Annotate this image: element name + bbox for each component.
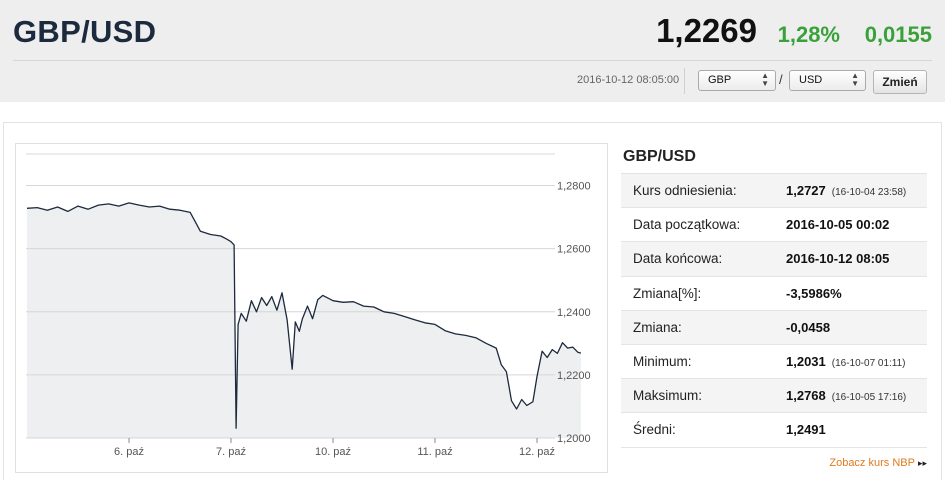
info-value: 1,2031 (16-10-07 01:11)	[786, 354, 906, 369]
change-button[interactable]: Zmień	[873, 70, 927, 94]
info-value-text: 1,2768	[786, 388, 826, 404]
info-note: (16-10-04 23:58)	[831, 187, 907, 198]
double-arrow-icon: ▸▸	[917, 458, 927, 468]
series-area-fill	[27, 202, 581, 438]
info-value: 2016-10-12 08:05	[786, 251, 889, 266]
info-value: 1,2768 (16-10-05 17:16)	[786, 388, 906, 403]
current-rate: 1,2269	[656, 12, 757, 49]
nbp-rate-link[interactable]: Zobacz kurs NBP ▸▸	[829, 457, 927, 469]
pair-title: GBP/USD	[13, 14, 157, 49]
quote-header: GBP/USD 1,2269 1,28% 0,0155 2016-10-12 0…	[0, 0, 945, 102]
y-tick-label: 1,2600	[557, 244, 591, 256]
info-value: -3,5986%	[786, 286, 842, 301]
info-label: Zmiana:	[633, 319, 682, 335]
x-tick-label: 12. paź	[519, 446, 555, 458]
info-row: Maksimum: 1,2768 (16-10-05 17:16)	[621, 379, 927, 414]
info-label: Data końcowa:	[633, 251, 723, 267]
info-label: Data początkowa:	[633, 217, 741, 233]
info-value: 1,2727 (16-10-04 23:58)	[786, 183, 906, 198]
header-divider	[13, 60, 932, 61]
info-row: Minimum: 1,2031 (16-10-07 01:11)	[621, 345, 927, 380]
info-note: (16-10-05 17:16)	[831, 392, 907, 404]
change-percent: 1,28%	[777, 22, 840, 47]
series-line	[26, 202, 582, 429]
info-label: Kurs odniesienia:	[633, 183, 737, 198]
info-row: Średni: 1,2491	[621, 413, 927, 448]
rate-chart: 1,2800 1,2600 1,2400 1,2200 1,2000 6. paź 7. p…	[15, 143, 608, 473]
info-value-text: 1,2727	[786, 183, 826, 198]
y-tick-label: 1,2200	[557, 370, 591, 382]
info-value-text: 2016-10-12 08:05	[786, 251, 890, 267]
info-row: Zmiana: -0,0458	[621, 310, 927, 345]
info-row: Data początkowa: 2016-10-05 00:02	[621, 208, 927, 243]
info-note: (16-10-07 01:11)	[831, 357, 906, 369]
change-value: 0,0155	[864, 22, 932, 47]
y-tick-label: 1,2400	[557, 307, 591, 319]
info-table: Kurs odniesienia: 1,2727 (16-10-04 23:58)…	[621, 173, 927, 448]
info-value: 2016-10-05 00:02	[786, 217, 889, 232]
quote-timestamp: 2016-10-12 08:05:00	[577, 74, 680, 86]
select-arrows-icon: ▲ ▼	[851, 71, 859, 88]
toolbar-separator	[684, 68, 685, 94]
select-arrows-icon: ▲ ▼	[761, 71, 769, 88]
nbp-link-text: Zobacz kurs NBP	[829, 457, 915, 469]
info-value: -0,0458	[786, 320, 830, 335]
to-currency-select[interactable]: USD ▲ ▼	[789, 70, 866, 91]
currency-slash: /	[779, 72, 783, 87]
info-row: Zmiana[%]: -3,5986%	[621, 277, 927, 311]
info-value-text: -0,0458	[786, 319, 831, 335]
info-row: Data końcowa: 2016-10-12 08:05	[621, 242, 927, 277]
x-tick-label: 11. paź	[417, 446, 452, 458]
info-label: Zmiana[%]:	[633, 285, 702, 301]
x-tick-label: 10. paź	[315, 446, 351, 458]
info-label: Maksimum:	[633, 388, 703, 404]
y-tick-label: 1,2000	[557, 433, 591, 445]
info-value-text: 2016-10-05 00:02	[786, 217, 890, 233]
info-title: GBP/USD	[623, 148, 696, 165]
info-value-text: -3,5986%	[786, 285, 842, 301]
info-value: 1,2491	[786, 422, 826, 437]
from-currency-value: GBP	[708, 74, 732, 86]
info-value-text: 1,2031	[786, 353, 826, 369]
info-value-text: 1,2491	[786, 422, 826, 438]
x-tick-label: 6. paź	[114, 446, 144, 458]
y-tick-label: 1,2800	[557, 181, 591, 193]
info-row: Kurs odniesienia: 1,2727 (16-10-04 23:58)	[621, 174, 927, 209]
info-label: Średni:	[633, 422, 676, 438]
to-currency-value: USD	[799, 74, 823, 86]
chart-svg: 1,2800 1,2600 1,2400 1,2200 1,2000 6. paź 7. p…	[26, 153, 591, 458]
info-label: Minimum:	[633, 353, 692, 369]
x-tick-label: 7. paź	[216, 446, 246, 458]
from-currency-select[interactable]: GBP ▲ ▼	[698, 70, 776, 91]
